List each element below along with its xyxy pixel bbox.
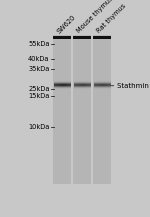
- Text: 25kDa: 25kDa: [28, 86, 50, 92]
- Bar: [73, 36, 91, 39]
- Bar: [93, 36, 111, 39]
- Bar: [93, 35, 111, 184]
- Bar: [53, 36, 71, 39]
- Text: Stathmin 1: Stathmin 1: [111, 83, 150, 89]
- Text: 35kDa: 35kDa: [28, 66, 50, 72]
- Text: Rat thymus: Rat thymus: [96, 3, 128, 34]
- Text: Mouse thymus: Mouse thymus: [76, 0, 115, 34]
- Text: 55kDa: 55kDa: [28, 41, 50, 47]
- Text: SW620: SW620: [56, 14, 77, 34]
- Text: 40kDa: 40kDa: [28, 56, 50, 62]
- Bar: [73, 35, 91, 184]
- Text: 10kDa: 10kDa: [28, 124, 50, 130]
- Bar: [53, 35, 71, 184]
- Text: 15kDa: 15kDa: [28, 93, 50, 99]
